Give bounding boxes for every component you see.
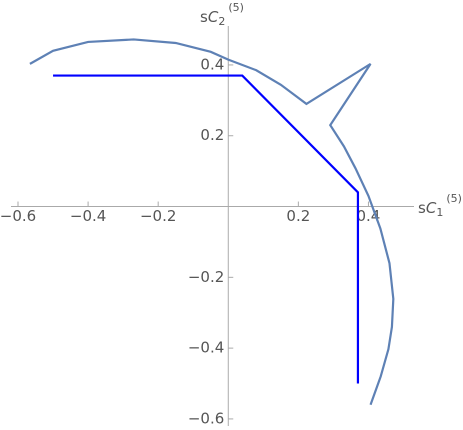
y-axis-label: sC2(5) — [200, 1, 244, 28]
y-tick-label: 0.2 — [200, 126, 224, 144]
y-tick-label: −0.4 — [188, 339, 224, 357]
y-tick-label: 0.4 — [200, 55, 224, 73]
data-line — [53, 74, 360, 384]
x-axis-label: sC1(5) — [418, 192, 462, 219]
y-tick-label: −0.2 — [188, 268, 224, 286]
x-tick-label: −0.4 — [70, 207, 106, 225]
x-tick-label: −0.6 — [0, 207, 36, 225]
x-tick-label: −0.2 — [140, 207, 176, 225]
data-line — [29, 38, 395, 406]
x-tick-label: 0.2 — [286, 207, 310, 225]
y-tick-label: −0.6 — [188, 409, 224, 427]
